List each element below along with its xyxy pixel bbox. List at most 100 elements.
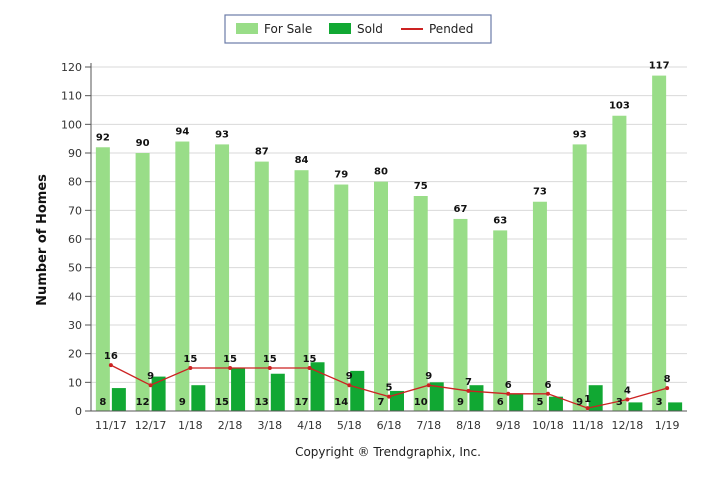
bar-for-sale (652, 75, 667, 411)
y-tick-label: 80 (68, 176, 82, 189)
data-label-for-sale: 67 (454, 204, 468, 215)
y-tick-label: 20 (68, 348, 82, 361)
bar-for-sale (135, 153, 150, 411)
pended-point (545, 391, 550, 396)
data-label-sold: 6 (497, 397, 504, 408)
data-label-sold: 9 (457, 397, 464, 408)
data-label-pended: 7 (465, 377, 472, 388)
x-tick-label: 11/17 (95, 419, 127, 432)
bar-for-sale (493, 230, 508, 411)
pended-point (347, 383, 352, 388)
bar-sold (270, 373, 285, 411)
data-label-pended: 9 (147, 371, 154, 382)
bar-sold (429, 382, 444, 411)
pended-point (188, 366, 193, 370)
bar-for-sale (215, 144, 230, 411)
data-label-pended: 5 (386, 383, 393, 394)
bar-sold (628, 402, 643, 411)
data-label-for-sale: 75 (414, 181, 428, 192)
bar-sold (588, 385, 603, 411)
data-label-sold: 13 (255, 397, 269, 408)
y-tick-label: 30 (68, 319, 82, 332)
x-tick-label: 9/18 (496, 419, 521, 432)
pended-point (426, 383, 431, 388)
y-tick-label: 10 (68, 376, 82, 389)
data-label-sold: 8 (99, 397, 106, 408)
data-label-pended: 16 (104, 351, 118, 362)
data-label-sold: 14 (334, 397, 348, 408)
legend-swatch-for-sale (236, 23, 258, 34)
pended-point (466, 388, 471, 393)
data-label-sold: 9 (179, 397, 186, 408)
x-tick-label: 6/18 (377, 419, 402, 432)
pended-point (228, 366, 233, 370)
y-tick-label: 40 (68, 290, 82, 303)
bar-sold (668, 402, 683, 411)
x-tick-label: 7/18 (416, 419, 441, 432)
data-label-for-sale: 84 (295, 155, 309, 166)
pended-point (585, 406, 590, 411)
copyright-text: Copyright ® Trendgraphix, Inc. (295, 445, 481, 459)
y-tick-label: 60 (68, 233, 82, 246)
data-label-sold: 7 (378, 397, 385, 408)
bar-for-sale (294, 170, 309, 411)
bar-sold (151, 376, 166, 411)
x-tick-label: 5/18 (337, 419, 362, 432)
legend-box (224, 14, 492, 44)
data-label-for-sale: 93 (215, 129, 229, 140)
data-label-for-sale: 63 (493, 215, 507, 226)
data-label-sold: 3 (656, 397, 663, 408)
data-label-for-sale: 79 (334, 170, 348, 181)
data-label-pended: 4 (624, 386, 631, 397)
data-label-for-sale: 93 (573, 129, 587, 140)
data-label-for-sale: 80 (374, 167, 388, 178)
data-label-sold: 10 (414, 397, 428, 408)
bar-sold (469, 385, 484, 411)
y-tick-label: 110 (61, 90, 82, 103)
legend-label: Pended (429, 22, 473, 36)
legend: For Sale Sold Pended (224, 14, 492, 44)
data-label-pended: 15 (263, 354, 277, 365)
data-label-pended: 6 (544, 380, 551, 391)
data-label-for-sale: 90 (136, 138, 150, 149)
x-tick-label: 2/18 (218, 419, 243, 432)
data-label-sold: 5 (536, 397, 543, 408)
bar-for-sale (572, 144, 587, 411)
bar-sold (509, 393, 524, 411)
pended-point (665, 386, 670, 391)
x-tick-label: 12/18 (612, 419, 644, 432)
y-tick-label: 120 (61, 61, 82, 74)
x-tick-label: 3/18 (257, 419, 282, 432)
data-label-sold: 15 (215, 397, 229, 408)
legend-label: For Sale (264, 22, 312, 36)
data-label-for-sale: 87 (255, 147, 269, 158)
pended-point (387, 394, 391, 399)
y-tick-label: 70 (68, 204, 82, 217)
x-tick-label: 11/18 (572, 419, 604, 432)
data-label-sold: 17 (295, 397, 309, 408)
bar-for-sale (95, 147, 110, 411)
y-axis-label: Number of Homes (35, 174, 50, 306)
data-label-for-sale: 73 (533, 187, 547, 198)
y-tick-label: 0 (75, 405, 82, 418)
data-label-pended: 9 (346, 371, 353, 382)
data-label-pended: 15 (303, 354, 317, 365)
bar-sold (350, 370, 365, 411)
x-tick-label: 1/18 (178, 419, 203, 432)
x-tick-label: 12/17 (135, 419, 167, 432)
x-tick-label: 10/18 (532, 419, 564, 432)
legend-swatch-sold (329, 23, 351, 34)
bar-sold (191, 385, 206, 411)
pended-point (625, 397, 630, 402)
pended-point (307, 366, 312, 370)
data-label-pended: 1 (584, 394, 591, 405)
legend-label: Sold (357, 22, 383, 36)
data-label-pended: 6 (505, 380, 512, 391)
data-label-sold: 12 (136, 397, 150, 408)
bar-for-sale (374, 181, 388, 411)
bar-for-sale (413, 196, 428, 411)
data-label-sold: 3 (616, 397, 623, 408)
pended-point (506, 391, 511, 396)
bar-for-sale (532, 201, 547, 411)
